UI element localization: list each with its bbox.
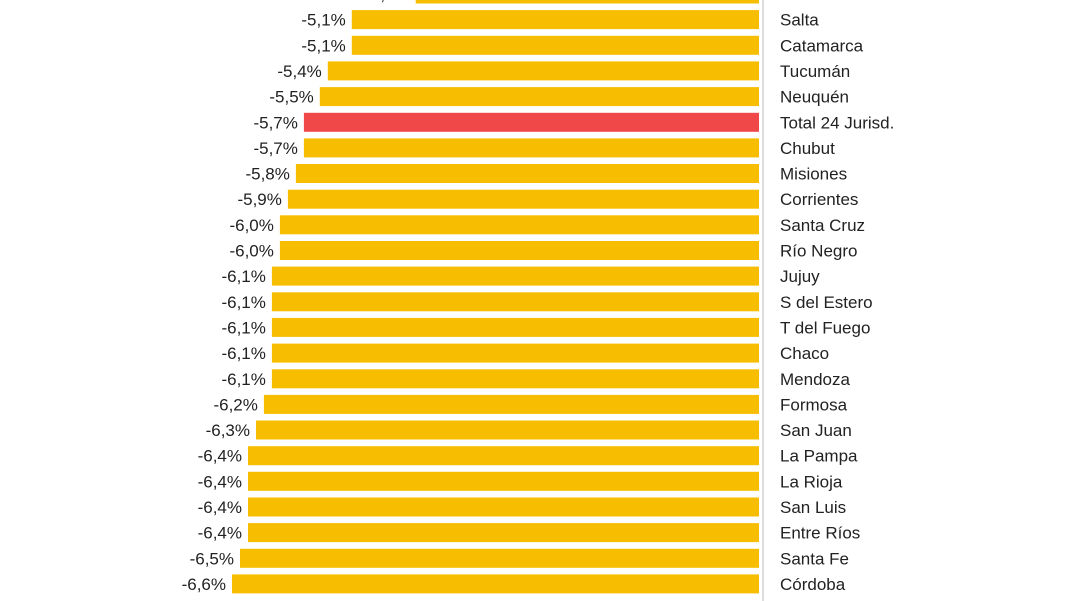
value-label-16: -6,2% — [213, 395, 257, 414]
category-label-4: Neuquén — [780, 88, 849, 107]
bar-6 — [303, 138, 759, 158]
category-label-8: Corrientes — [780, 190, 858, 209]
bar-13 — [271, 317, 759, 337]
bar-9 — [279, 215, 759, 235]
category-label-16: Formosa — [780, 395, 848, 414]
category-labels-group: Buenos Aires Salta Catamarca Tucumán Neuquén… — [780, 0, 894, 594]
category-label-12: S del Estero — [780, 293, 873, 312]
value-label-22: -6,5% — [190, 549, 234, 568]
category-label-1: Salta — [780, 11, 819, 30]
value-label-21: -6,4% — [198, 524, 242, 543]
bar-11 — [271, 266, 759, 286]
value-label-5: -5,7% — [253, 113, 297, 132]
value-label-23: -6,6% — [182, 575, 226, 594]
value-label-18: -6,4% — [198, 447, 242, 466]
bar-2 — [351, 35, 759, 55]
bar-23 — [232, 574, 759, 594]
value-label-13: -6,1% — [221, 318, 265, 337]
value-label-2: -5,1% — [301, 36, 345, 55]
value-label-17: -6,3% — [206, 421, 250, 440]
bar-12 — [271, 292, 759, 312]
category-label-9: Santa Cruz — [780, 216, 865, 235]
bar-4 — [319, 87, 759, 107]
bar-1 — [351, 10, 759, 30]
bar-15 — [271, 369, 759, 389]
category-label-10: Río Negro — [780, 242, 857, 261]
value-label-0: -4,3% — [365, 0, 409, 4]
bar-19 — [248, 471, 759, 491]
value-label-3: -5,4% — [277, 62, 321, 81]
bar-8 — [287, 189, 759, 209]
category-label-11: Jujuy — [780, 267, 820, 286]
value-label-10: -6,0% — [229, 242, 273, 261]
category-label-21: Entre Ríos — [780, 524, 860, 543]
value-label-15: -6,1% — [221, 370, 265, 389]
value-label-6: -5,7% — [253, 139, 297, 158]
value-label-14: -6,1% — [221, 344, 265, 363]
category-label-0: Buenos Aires — [780, 0, 880, 4]
value-label-4: -5,5% — [269, 88, 313, 107]
bar-20 — [248, 497, 759, 517]
bar-7 — [295, 164, 759, 183]
bar-14 — [271, 343, 759, 363]
bar-3 — [327, 61, 759, 81]
category-label-7: Misiones — [780, 165, 847, 184]
bar-0 — [415, 0, 759, 4]
value-label-9: -6,0% — [229, 216, 273, 235]
value-labels-group: -4,3% -5,1% -5,1% -5,4% -5,5% -5,7% -5,7% -5,8%… — [182, 0, 410, 594]
bar-10 — [279, 241, 759, 260]
category-label-15: Mendoza — [780, 370, 850, 389]
category-label-2: Catamarca — [780, 36, 864, 55]
category-label-18: La Pampa — [780, 447, 858, 466]
value-label-12: -6,1% — [221, 293, 265, 312]
category-label-19: La Rioja — [780, 472, 843, 491]
bar-22 — [240, 548, 759, 568]
category-label-3: Tucumán — [780, 62, 850, 81]
value-label-8: -5,9% — [237, 190, 281, 209]
bar-17 — [256, 420, 759, 440]
bar-18 — [248, 446, 759, 466]
category-label-17: San Juan — [780, 421, 852, 440]
value-label-19: -6,4% — [198, 472, 242, 491]
category-label-14: Chaco — [780, 344, 829, 363]
category-label-5: Total 24 Jurisd. — [780, 113, 894, 132]
value-label-1: -5,1% — [301, 11, 345, 30]
bar-5 — [303, 112, 759, 132]
category-label-13: T del Fuego — [780, 318, 870, 337]
category-label-20: San Luis — [780, 498, 846, 517]
bar-16 — [263, 394, 759, 414]
value-label-20: -6,4% — [198, 498, 242, 517]
bar-21 — [248, 523, 759, 543]
bars-group — [232, 0, 759, 594]
value-label-11: -6,1% — [221, 267, 265, 286]
category-label-22: Santa Fe — [780, 549, 849, 568]
category-label-23: Córdoba — [780, 575, 846, 594]
category-label-6: Chubut — [780, 139, 835, 158]
value-label-7: -5,8% — [245, 165, 289, 184]
